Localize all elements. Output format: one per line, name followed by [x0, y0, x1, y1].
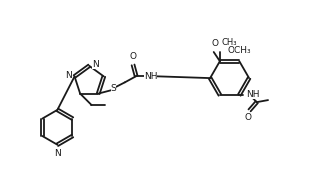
Text: CH₃: CH₃	[221, 39, 237, 47]
Text: NH: NH	[247, 91, 260, 99]
Text: NH: NH	[144, 72, 157, 81]
Text: S: S	[111, 84, 116, 93]
Text: N: N	[92, 60, 99, 69]
Text: N: N	[54, 149, 61, 158]
Text: O: O	[130, 52, 136, 61]
Text: OCH₃: OCH₃	[227, 46, 251, 55]
Text: O: O	[244, 113, 251, 122]
Text: N: N	[65, 71, 72, 80]
Text: O: O	[211, 39, 218, 48]
